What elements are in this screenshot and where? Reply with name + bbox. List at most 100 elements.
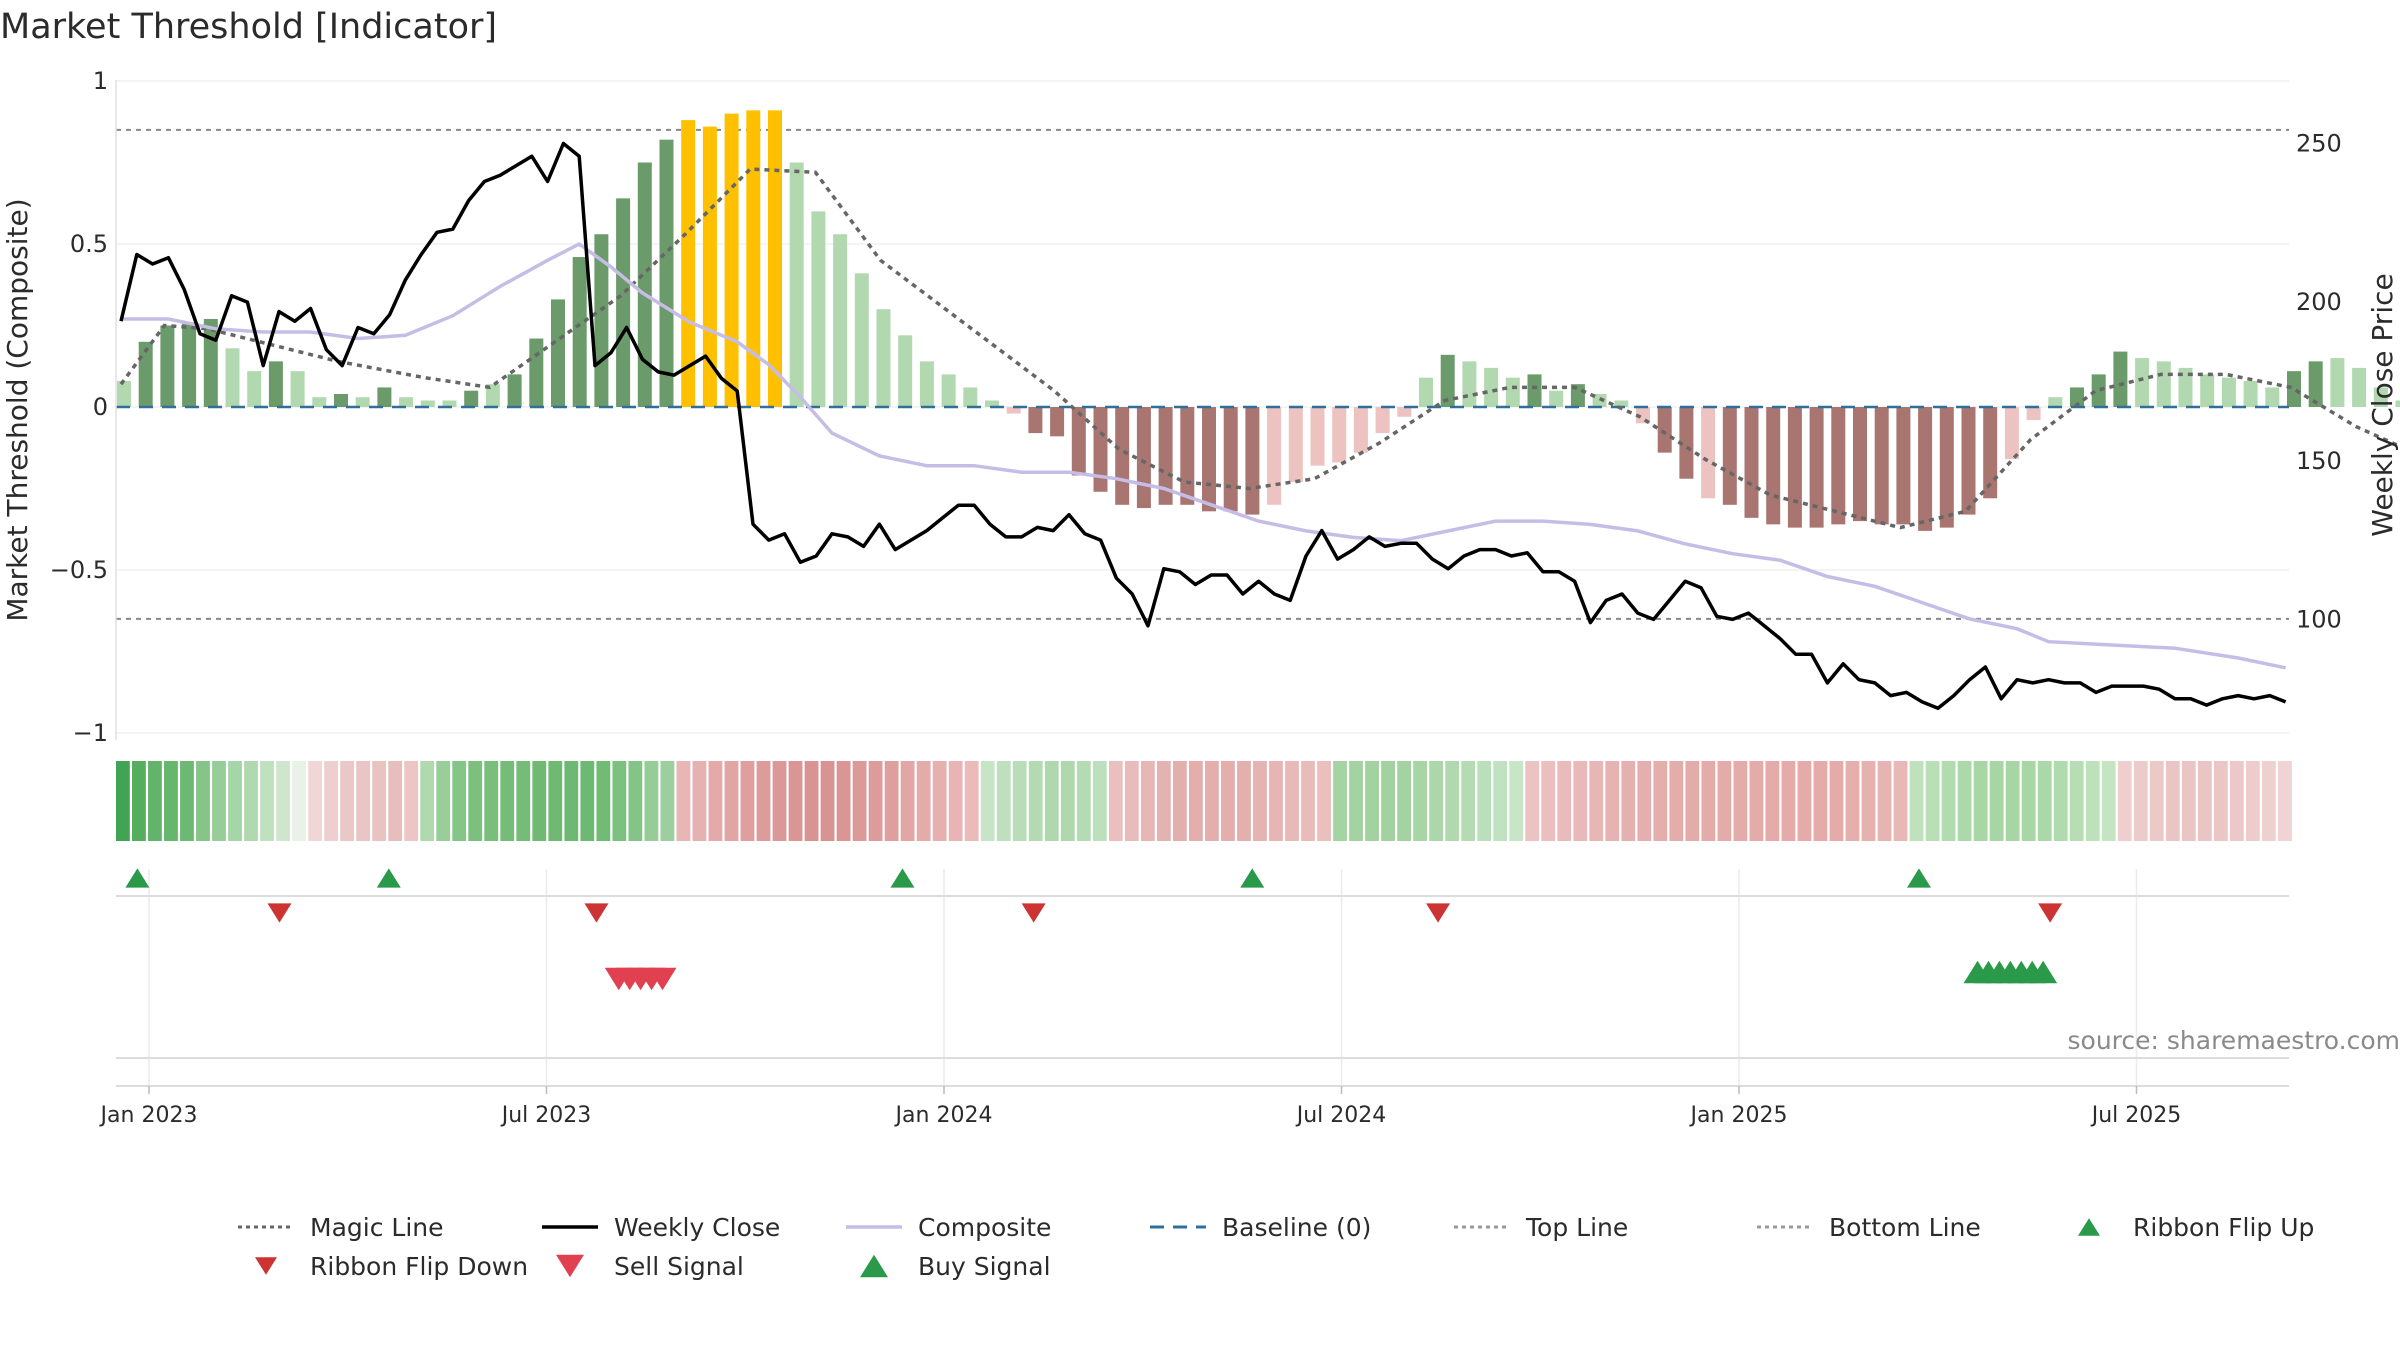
ribbon-cell bbox=[756, 761, 771, 841]
ribbon-cell bbox=[948, 761, 963, 841]
ribbon-cell bbox=[356, 761, 371, 841]
ribbon-cell bbox=[1669, 761, 1684, 841]
ribbon-cell bbox=[2005, 761, 2020, 841]
composite-bar bbox=[1874, 407, 1889, 525]
ribbon-cell bbox=[996, 761, 1011, 841]
ribbon-cell bbox=[1060, 761, 1075, 841]
composite-bar bbox=[876, 309, 891, 407]
composite-bar bbox=[1701, 407, 1716, 499]
ribbon-cell bbox=[116, 761, 130, 841]
legend-item: Composite bbox=[846, 1213, 1051, 1242]
buy-signal-marker bbox=[2029, 960, 2058, 984]
y2-tick-label: 250 bbox=[2296, 129, 2342, 157]
composite-bar bbox=[2287, 371, 2301, 407]
ribbon-cell bbox=[1877, 761, 1892, 841]
signal-markers bbox=[125, 868, 2063, 991]
composite-bar bbox=[334, 393, 348, 407]
ribbon-cell bbox=[324, 761, 339, 841]
composite-bar bbox=[1202, 407, 1216, 512]
ribbon-cell bbox=[340, 761, 355, 841]
ribbon-cell bbox=[772, 761, 787, 841]
composite-bar bbox=[919, 361, 934, 407]
legend-swatch bbox=[255, 1257, 277, 1275]
y-tick-label: −0.5 bbox=[50, 556, 108, 584]
ribbon-cell bbox=[900, 761, 915, 841]
ribbon-cell bbox=[1701, 761, 1716, 841]
ribbon-cell bbox=[644, 761, 659, 841]
composite-bar bbox=[746, 110, 761, 407]
y2-tick-label: 100 bbox=[2296, 605, 2342, 633]
ribbon-cell bbox=[1253, 761, 1267, 841]
ribbon-cell bbox=[1028, 761, 1043, 841]
ribbon-cell bbox=[1781, 761, 1796, 841]
composite-bar bbox=[1071, 407, 1086, 476]
composite-bar bbox=[1983, 407, 1998, 499]
composite-bar bbox=[1831, 407, 1846, 525]
ribbon-cell bbox=[372, 761, 387, 841]
composite-bar bbox=[2178, 367, 2193, 407]
ribbon-cell bbox=[1349, 761, 1363, 841]
x-tick-label: Jan 2023 bbox=[99, 1103, 198, 1128]
composite-bar bbox=[2113, 351, 2128, 407]
ribbon-cell bbox=[276, 761, 290, 841]
ribbon-cell bbox=[388, 761, 403, 841]
composite-bar bbox=[420, 400, 435, 407]
ribbon-flip-down-marker bbox=[584, 903, 609, 923]
composite-bar bbox=[898, 335, 913, 407]
ribbon-cell bbox=[1973, 761, 1988, 841]
legend-label: Composite bbox=[918, 1213, 1051, 1242]
ribbon-cell bbox=[196, 761, 210, 841]
ribbon-cell bbox=[1893, 761, 1908, 841]
composite-bar bbox=[2330, 358, 2345, 407]
ribbon-cell bbox=[1733, 761, 1748, 841]
y-tick-label: 0 bbox=[93, 393, 108, 421]
composite-bar bbox=[1896, 407, 1911, 525]
right-axis-ticks: 250 200 150 100 bbox=[2296, 129, 2342, 633]
composite-bar bbox=[529, 338, 544, 407]
composite-bar bbox=[2395, 400, 2400, 407]
ribbon-cell bbox=[788, 761, 803, 841]
composite-bar bbox=[1961, 407, 1976, 515]
ribbon-flip-up-marker bbox=[1240, 868, 1265, 888]
ribbon-cell bbox=[1397, 761, 1411, 841]
composite-bar bbox=[702, 126, 717, 407]
composite-bar bbox=[160, 325, 175, 407]
ribbon-cell bbox=[2085, 761, 2100, 841]
composite-bar bbox=[507, 374, 522, 407]
composite-bar bbox=[1766, 407, 1781, 525]
ribbon-cell bbox=[2149, 761, 2164, 841]
composite-bar bbox=[1657, 407, 1672, 453]
composite-bar bbox=[1505, 377, 1520, 407]
ribbon-cell bbox=[548, 761, 563, 841]
composite-bar bbox=[2026, 407, 2041, 421]
y2-axis-label: Weekly Close Price bbox=[2366, 273, 2399, 536]
composite-bar bbox=[1722, 407, 1737, 505]
ribbon-cell bbox=[308, 761, 322, 841]
composite-bar bbox=[1136, 407, 1151, 509]
magic-line bbox=[119, 167, 2400, 530]
x-tick-label: Jul 2023 bbox=[500, 1103, 592, 1128]
ribbon-cell bbox=[2229, 761, 2244, 841]
ribbon-cell bbox=[596, 761, 611, 841]
ribbon-cell bbox=[852, 761, 867, 841]
composite-bar bbox=[2265, 387, 2280, 407]
y2-tick-label: 150 bbox=[2296, 447, 2342, 475]
composite-bar bbox=[2048, 397, 2063, 407]
composite-bar bbox=[1918, 407, 1933, 531]
composite-bar bbox=[203, 318, 218, 407]
composite-bar bbox=[1180, 407, 1195, 505]
legend-swatch bbox=[2078, 1218, 2100, 1236]
ribbon-cell bbox=[1188, 761, 1203, 841]
ribbon-cell bbox=[836, 761, 851, 841]
ribbon-cell bbox=[884, 761, 899, 841]
ribbon-cell bbox=[1301, 761, 1315, 841]
ribbon-cell bbox=[1461, 761, 1476, 841]
ribbon-cell bbox=[1653, 761, 1668, 841]
y-axis-label: Market Threshold (Composite) bbox=[1, 198, 34, 621]
legend-swatch bbox=[860, 1254, 888, 1278]
ribbon-cell bbox=[180, 761, 194, 841]
ribbon-cell bbox=[1124, 761, 1139, 841]
composite-bars bbox=[117, 110, 2400, 531]
ribbon-cell bbox=[228, 761, 242, 841]
composite-bar bbox=[312, 397, 327, 407]
